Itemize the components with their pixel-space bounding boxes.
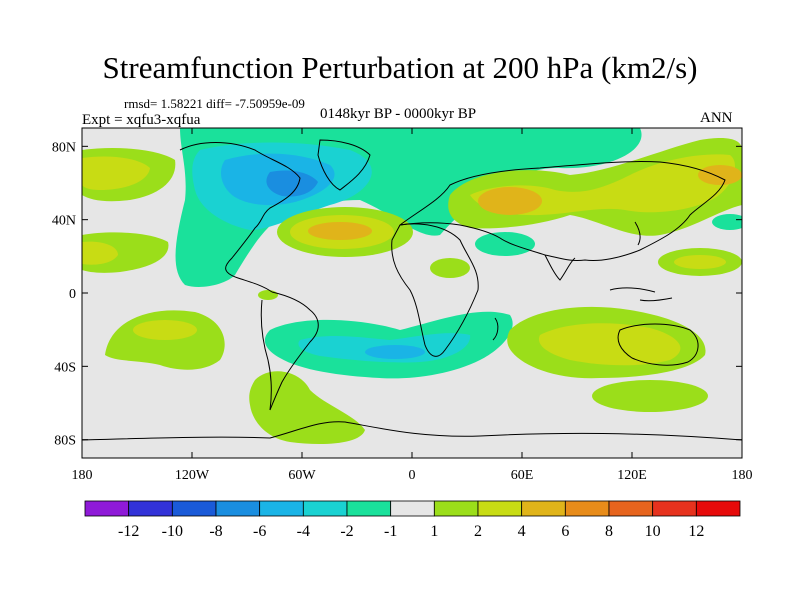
lon-label: 0 (409, 468, 416, 483)
plot-title: Streamfunction Perturbation at 200 hPa (… (102, 50, 698, 85)
lon-label: 60E (511, 468, 534, 483)
lat-label: 80S (54, 434, 76, 449)
colorbar-label: -6 (253, 523, 266, 540)
contour-field (82, 128, 742, 458)
lat-label: 40S (54, 360, 76, 375)
colorbar-swatch (521, 500, 566, 517)
lon-label: 120W (175, 468, 210, 483)
colorbar-swatch (84, 500, 130, 517)
colorbar-swatch (477, 500, 523, 517)
colorbar-label: 1 (430, 523, 438, 540)
lon-label: 120E (617, 468, 647, 483)
contour-negative-north-deepest (266, 170, 318, 197)
contour-positive-npacific-2 (82, 156, 150, 190)
colorbar-swatch (128, 500, 173, 517)
lon-label: 180 (72, 468, 93, 483)
contour-positive-africa (430, 258, 470, 278)
colorbar-label: 10 (645, 523, 661, 540)
colorbar-swatch (652, 500, 697, 517)
contour-positive-spacific (105, 310, 225, 370)
colorbar-swatch (608, 500, 654, 517)
colorbar-swatch (695, 500, 741, 517)
coast-antarctica (82, 421, 742, 441)
lat-label: 0 (69, 287, 76, 302)
colorbar-label: 4 (518, 523, 526, 540)
colorbar-label: 2 (474, 523, 482, 540)
longitude-axis: 180 120W 60W 0 60E 120E 180 (72, 128, 753, 483)
colorbar-swatch (215, 500, 261, 517)
colorbar-swatch (433, 500, 479, 517)
colorbar-swatch (259, 500, 304, 517)
lon-label: 180 (732, 468, 753, 483)
colorbar-label: -10 (162, 523, 183, 540)
colorbar-label: -1 (384, 523, 397, 540)
coast-south-america (269, 291, 319, 411)
coast-africa (391, 223, 479, 357)
coast-india (544, 254, 576, 281)
coast-south-america-west (260, 299, 272, 411)
coast-japan (634, 221, 641, 246)
contour-positive-atlantic-eq (258, 290, 278, 300)
stats-label: rmsd= 1.58221 diff= -7.50959e-09 (124, 96, 305, 111)
lon-label: 60W (288, 468, 316, 483)
latitude-axis: 80N 40N 0 40S 80S (52, 140, 742, 449)
contour-negative-pacific-ne (712, 214, 742, 230)
colorbar: -12 -10 -8 -6 -4 -2 -1 1 2 4 6 8 10 12 (84, 500, 741, 540)
colorbar-swatch (564, 500, 610, 517)
colorbar-label: -8 (209, 523, 222, 540)
contour-positive-atlantic-3 (308, 222, 372, 240)
colorbar-label: -2 (340, 523, 353, 540)
period-label: 0148kyr BP - 0000kyr BP (320, 106, 477, 122)
contour-positive-tropics-e2 (674, 255, 726, 269)
colorbar-swatch (390, 500, 435, 517)
contour-positive-s-indian (592, 380, 708, 412)
experiment-label: Expt = xqfu3-xqfua (82, 112, 201, 128)
lat-label: 80N (52, 140, 76, 155)
colorbar-label: -12 (118, 523, 139, 540)
coast-indonesia (609, 287, 673, 302)
coast-greenland (317, 139, 371, 191)
contour-positive-eurasia-3 (478, 187, 542, 215)
coastlines (82, 139, 742, 441)
contour-positive-pacific-ne (698, 165, 742, 185)
lat-label: 40N (52, 214, 76, 229)
colorbar-swatch (302, 500, 348, 517)
contour-negative-south-3 (365, 345, 425, 359)
coast-madagascar (492, 317, 499, 341)
contour-negative-asia (475, 232, 535, 256)
contour-positive-spacific-2 (133, 320, 197, 340)
coast-eurasia (399, 161, 726, 261)
colorbar-swatch (346, 500, 392, 517)
coast-australia (617, 323, 699, 366)
colorbar-label: 6 (561, 523, 569, 540)
contour-positive-tropics-w2 (82, 241, 118, 265)
colorbar-label: -4 (297, 523, 310, 540)
colorbar-swatch (171, 500, 217, 517)
season-label: ANN (700, 110, 733, 126)
colorbar-label: 8 (605, 523, 613, 540)
coast-north-america (179, 142, 301, 293)
contour-positive-indian-2 (538, 323, 681, 366)
colorbar-label: 12 (688, 523, 704, 540)
